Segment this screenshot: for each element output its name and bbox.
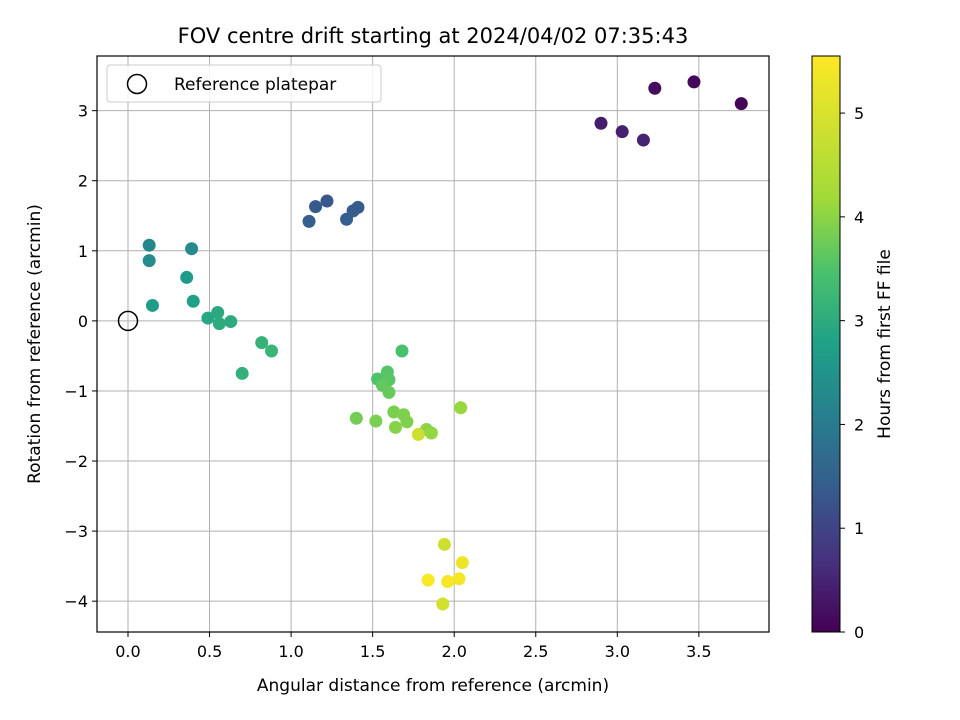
- chart-title: FOV centre drift starting at 2024/04/02 …: [178, 24, 689, 48]
- colorbar-tick-label: 5: [854, 104, 864, 123]
- colorbar-label: Hours from first FF file: [875, 249, 895, 439]
- legend-box: [106, 64, 382, 103]
- x-tick-label: 0.0: [115, 642, 140, 661]
- x-axis-label: Angular distance from reference (arcmin): [257, 676, 609, 696]
- scatter-point: [180, 270, 194, 284]
- colorbar-tick-label: 2: [854, 415, 864, 434]
- y-tick-label: 1: [78, 242, 88, 261]
- x-tick-label: 1.5: [360, 642, 385, 661]
- scatter-point: [421, 573, 435, 587]
- colorbar-tick-label: 3: [854, 312, 864, 331]
- scatter-point: [142, 254, 156, 268]
- y-axis-ticks: −4 −3 −2 −1 0 1 2 3: [64, 102, 97, 611]
- scatter-point: [201, 311, 215, 325]
- scatter-point: [235, 366, 249, 380]
- scatter-point: [142, 238, 156, 252]
- scatter-point: [382, 385, 396, 399]
- colorbar-tick-label: 1: [854, 519, 864, 538]
- plot-frame: [96, 55, 770, 633]
- scatter-point: [349, 411, 363, 425]
- x-tick-label: 2.5: [523, 642, 548, 661]
- legend-marker: [126, 73, 148, 95]
- scatter-point: [452, 572, 466, 586]
- y-tick-label: −4: [64, 592, 88, 611]
- y-tick-label: −1: [64, 382, 88, 401]
- legend-entry-reference: Reference platepar: [174, 75, 336, 95]
- scatter-point: [340, 212, 354, 226]
- colorbar: [811, 55, 841, 633]
- x-tick-label: 3.5: [686, 642, 711, 661]
- scatter-point: [411, 427, 425, 441]
- y-tick-label: 0: [78, 312, 88, 331]
- legend: Reference platepar: [106, 64, 382, 103]
- colorbar-tick-label: 0: [854, 623, 864, 642]
- scatter-point: [302, 214, 316, 228]
- scatter-point: [320, 194, 334, 208]
- x-tick-label: 3.0: [605, 642, 630, 661]
- x-tick-label: 1.0: [278, 642, 303, 661]
- x-tick-label: 2.0: [441, 642, 466, 661]
- x-axis-ticks: 0.0 0.5 1.0 1.5 2.0 2.5 3.0 3.5: [115, 632, 712, 661]
- scatter-point: [687, 75, 701, 89]
- y-tick-label: −3: [64, 522, 88, 541]
- scatter-point: [387, 405, 401, 419]
- scatter-point: [648, 81, 662, 95]
- scatter-point: [255, 336, 269, 350]
- y-tick-label: 3: [78, 102, 88, 121]
- y-tick-label: 2: [78, 172, 88, 191]
- scatter-point: [145, 298, 159, 312]
- y-tick-label: −2: [64, 452, 88, 471]
- scatter-point: [395, 344, 409, 358]
- colorbar-tick-label: 4: [854, 208, 864, 227]
- scatter-point: [436, 597, 450, 611]
- scatter-point: [400, 415, 414, 429]
- y-axis-label: Rotation from reference (arcmin): [25, 204, 45, 484]
- scatter-point: [224, 315, 238, 329]
- scatter-point: [424, 426, 438, 440]
- scatter-point: [454, 401, 468, 415]
- scatter-point: [185, 242, 199, 256]
- x-tick-label: 0.5: [197, 642, 222, 661]
- scatter-point: [186, 294, 200, 308]
- scatter-point: [455, 556, 469, 570]
- scatter-points: [142, 75, 748, 611]
- grid-lines: [97, 56, 769, 632]
- scatter-point: [594, 116, 608, 130]
- scatter-point: [211, 305, 225, 319]
- scatter-point: [388, 420, 402, 434]
- scatter-point: [636, 133, 650, 147]
- scatter-point: [734, 97, 748, 111]
- reference-platepar-marker: [117, 310, 139, 332]
- scatter-point: [309, 200, 323, 214]
- scatter-point: [265, 344, 279, 358]
- scatter-point: [369, 414, 383, 428]
- scatter-point: [212, 317, 226, 331]
- scatter-point: [441, 575, 455, 589]
- scatter-point: [615, 125, 629, 139]
- colorbar-ticks: 0 1 2 3 4 5: [840, 104, 864, 642]
- scatter-point: [437, 537, 451, 551]
